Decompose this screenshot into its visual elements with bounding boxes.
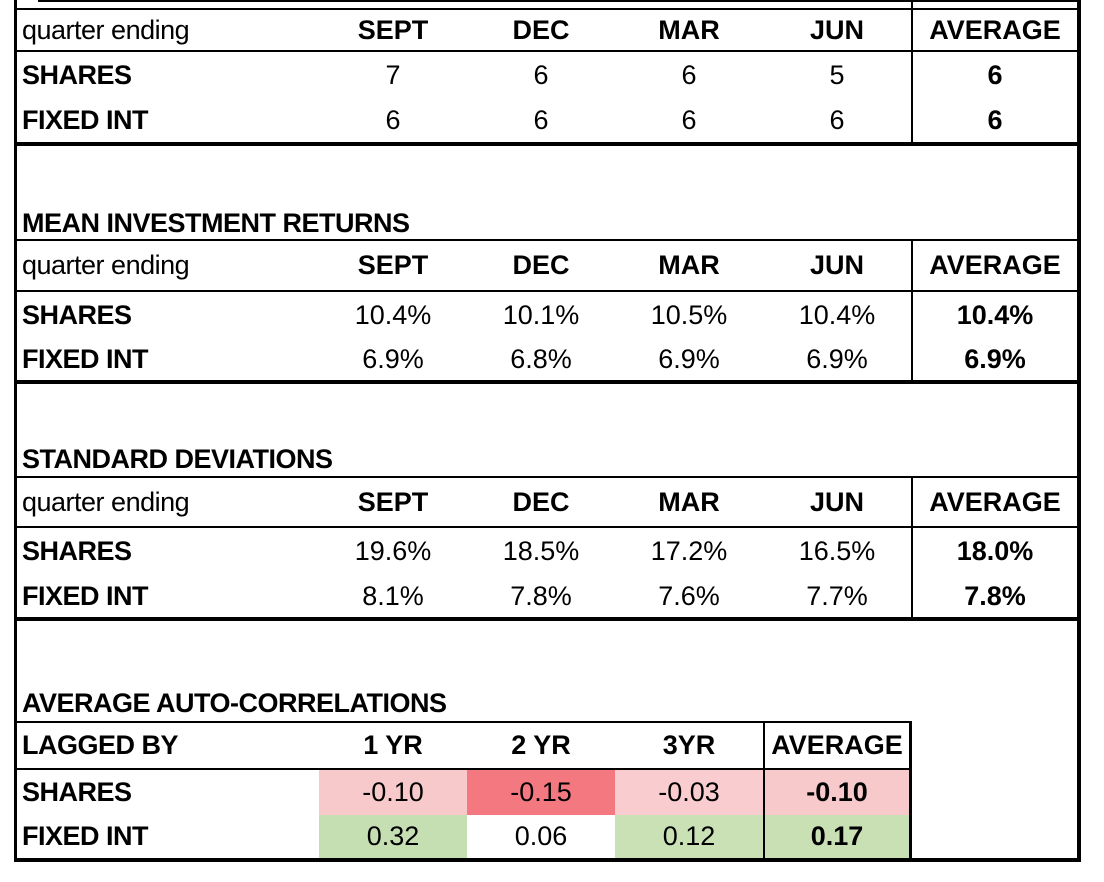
header-row: quarter ending SEPT DEC MAR JUN AVERAGE [17, 241, 1077, 292]
data-cell: 0.06 [467, 815, 615, 858]
data-cell: 6 [533, 105, 549, 135]
data-cell: 18.5% [502, 536, 580, 566]
sheet-frame: quarter ending SEPT DEC MAR JUN AVERAGE SHARES… [14, 0, 1081, 862]
data-cell: 10.5% [650, 300, 728, 330]
average-column-header: AVERAGE [911, 478, 1077, 526]
table-row: FIXED INT 6.9% 6.8% 6.9% 6.9% 6.9% [17, 339, 1077, 380]
header-row: quarter ending SEPT DEC MAR JUN AVERAGE [17, 10, 1077, 52]
data-cell: 7.6% [658, 580, 720, 611]
header-row: quarter ending SEPT DEC MAR JUN AVERAGE [17, 478, 1077, 528]
column-header: DEC [512, 250, 570, 280]
row-label: FIXED INT [22, 105, 149, 135]
table-quarterly-observations: quarter ending SEPT DEC MAR JUN AVERAGE SHARES… [17, 10, 1077, 146]
average-column-header: AVERAGE [911, 10, 1077, 50]
row-label: FIXED INT [22, 344, 149, 374]
section-title-standard-deviations: STANDARD DEVIATIONS [17, 442, 1077, 478]
column-header: SEPT [357, 250, 429, 280]
header-row: LAGGED BY 1 YR 2 YR 3YR AVERAGE [17, 723, 909, 770]
column-header: JUN [809, 14, 864, 45]
table-standard-deviations: quarter ending SEPT DEC MAR JUN AVERAGE SHARES… [17, 478, 1077, 621]
column-header: JUN [809, 250, 864, 280]
column-header: JUN [809, 486, 864, 517]
header-row-label: quarter ending [22, 250, 190, 280]
data-cell: 7.8% [510, 580, 572, 611]
row-spacer [17, 621, 1077, 686]
data-cell: 10.1% [502, 300, 580, 330]
row-label: SHARES [22, 300, 132, 330]
data-cell: 19.6% [354, 536, 432, 566]
data-cell: -0.10 [319, 770, 467, 815]
data-cell: 6.9% [658, 344, 720, 374]
column-header: 2 YR [511, 730, 571, 760]
column-header: SEPT [357, 14, 429, 45]
data-cell: 8.1% [362, 580, 424, 611]
header-row-label: quarter ending [22, 486, 190, 517]
column-header: 1 YR [363, 730, 423, 760]
data-cell: -0.15 [467, 770, 615, 815]
row-spacer [17, 384, 1077, 442]
top-cutoff-row [17, 0, 1077, 10]
data-cell: -0.03 [615, 770, 763, 815]
column-header: DEC [512, 14, 570, 45]
table-row: SHARES 7 6 6 5 6 [17, 52, 1077, 99]
data-cell: 17.2% [650, 536, 728, 566]
data-cell: 6 [385, 105, 401, 135]
average-cell: 18.0% [911, 528, 1077, 575]
average-cell: 7.8% [911, 575, 1077, 617]
average-cell: 6.9% [911, 339, 1077, 380]
table-row: SHARES 10.4% 10.1% 10.5% 10.4% 10.4% [17, 292, 1077, 339]
column-header: DEC [512, 486, 570, 517]
data-cell: 6.9% [362, 344, 424, 374]
column-header: MAR [658, 14, 720, 45]
table-row: SHARES 19.6% 18.5% 17.2% 16.5% 18.0% [17, 528, 1077, 575]
data-cell: 7.7% [806, 580, 868, 611]
row-label: FIXED INT [22, 821, 149, 851]
row-spacer [17, 146, 1077, 207]
table-row: FIXED INT 6 6 6 6 6 [17, 99, 1077, 142]
average-cell: 10.4% [911, 292, 1077, 339]
data-cell: 6 [681, 105, 697, 135]
column-header: MAR [658, 486, 720, 517]
average-column-header: AVERAGE [911, 241, 1077, 290]
table-row: FIXED INT 8.1% 7.8% 7.6% 7.7% 7.8% [17, 575, 1077, 617]
data-cell: 6 [533, 60, 549, 90]
row-label: SHARES [22, 536, 132, 566]
table-average-auto-correlations: LAGGED BY 1 YR 2 YR 3YR AVERAGE SHARES -0.10 -0… [17, 723, 912, 858]
data-cell: 6.9% [806, 344, 868, 374]
section-title-mean-investment-returns: MEAN INVESTMENT RETURNS [17, 207, 1077, 241]
section-title-average-auto-correlations: AVERAGE AUTO-CORRELATIONS [17, 686, 912, 723]
data-cell: 10.4% [798, 300, 876, 330]
column-header: SEPT [357, 486, 429, 517]
column-header: 3YR [662, 730, 716, 760]
header-row-label: LAGGED BY [22, 730, 179, 760]
row-label: FIXED INT [22, 580, 149, 611]
average-cell: -0.10 [763, 770, 909, 815]
data-cell: 7 [385, 60, 401, 90]
data-cell: 16.5% [798, 536, 876, 566]
row-label: SHARES [22, 777, 132, 807]
data-cell: 6 [681, 60, 697, 90]
row-label: SHARES [22, 60, 132, 90]
data-cell: 0.12 [615, 815, 763, 858]
table-row: FIXED INT 0.32 0.06 0.12 0.17 [17, 815, 909, 858]
data-cell: 0.32 [319, 815, 467, 858]
top-border-line [38, 0, 1077, 2]
average-cell: 0.17 [763, 815, 909, 858]
data-cell: 6 [829, 105, 845, 135]
table-row: SHARES -0.10 -0.15 -0.03 -0.10 [17, 770, 909, 815]
header-row-label: quarter ending [22, 14, 190, 45]
data-cell: 5 [829, 60, 845, 90]
average-column-header: AVERAGE [763, 723, 909, 768]
column-header: MAR [658, 250, 720, 280]
average-column-divider-line [911, 0, 913, 10]
table-mean-investment-returns: quarter ending SEPT DEC MAR JUN AVERAGE SHARES… [17, 241, 1077, 384]
average-cell: 6 [911, 99, 1077, 142]
data-cell: 6.8% [510, 344, 572, 374]
data-cell: 10.4% [354, 300, 432, 330]
average-cell: 6 [911, 52, 1077, 99]
